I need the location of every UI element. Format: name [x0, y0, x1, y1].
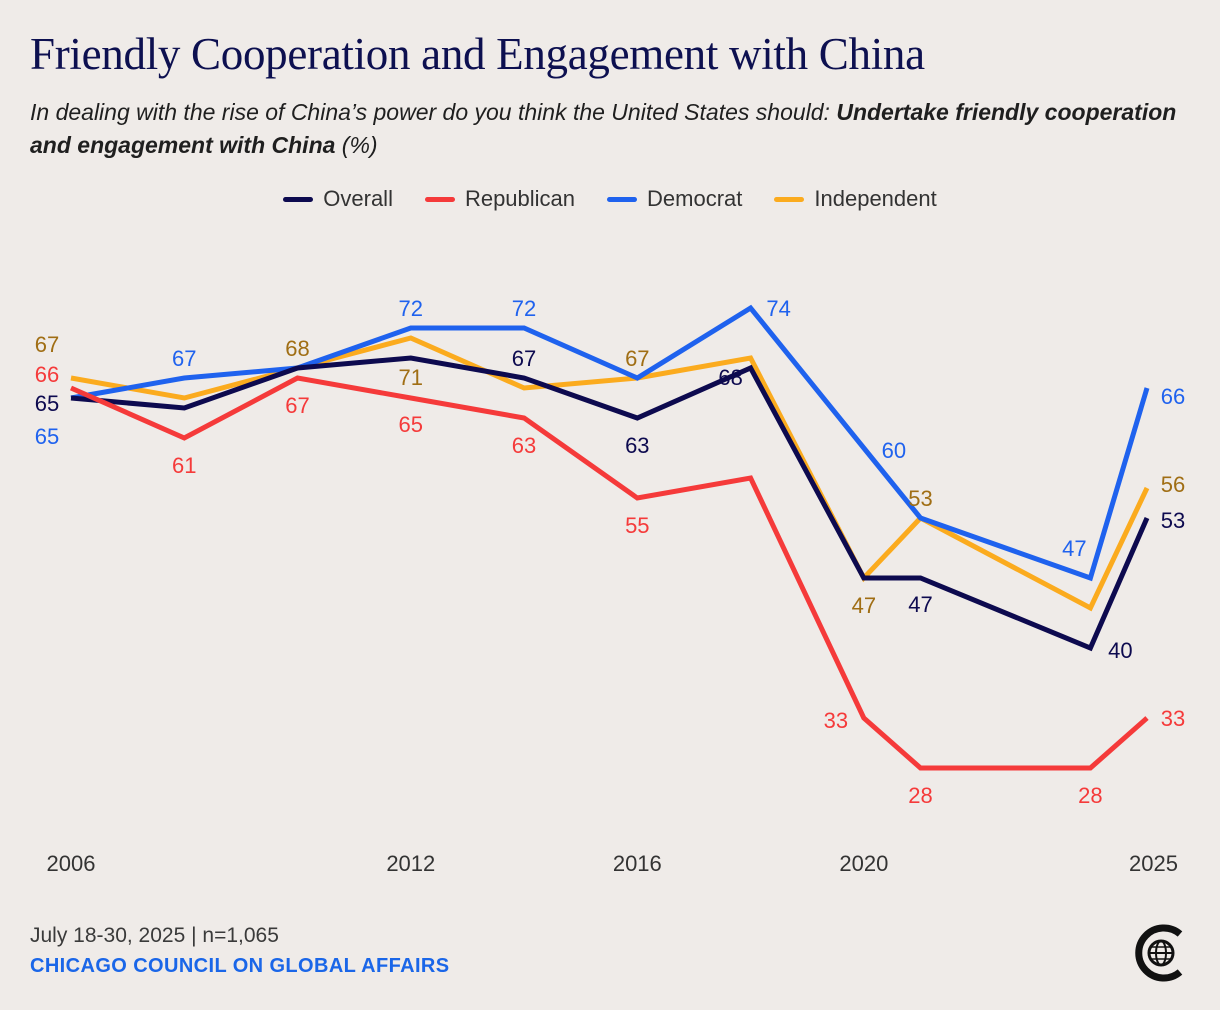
data-label-republican-2016: 55: [625, 513, 649, 538]
data-label-independent-2020: 47: [852, 593, 876, 618]
data-label-overall-2018: 68: [718, 365, 742, 390]
footer-organization: CHICAGO COUNCIL ON GLOBAL AFFAIRS: [30, 955, 450, 977]
legend-label-democrat: Democrat: [647, 186, 743, 211]
data-label-democrat-2024: 47: [1062, 536, 1086, 561]
x-tick-label-2020: 2020: [839, 851, 888, 876]
series-line-republican: [69, 375, 1149, 771]
legend-swatch-overall: [283, 196, 314, 202]
data-label-overall-2014: 67: [512, 346, 536, 371]
legend-label-independent: Independent: [814, 186, 937, 211]
chicago-council-globe-logo-icon: [1135, 924, 1183, 982]
data-label-republican-2014: 63: [512, 433, 536, 458]
legend-label-overall: Overall: [323, 186, 393, 211]
data-label-independent-2021: 53: [908, 486, 932, 511]
data-label-independent-2006: 67: [35, 332, 59, 357]
chart-subtitle: In dealing with the rise of China’s powe…: [30, 96, 1200, 162]
data-label-overall-2016: 63: [625, 433, 649, 458]
chart-title: Friendly Cooperation and Engagement with…: [30, 29, 925, 79]
x-tick-label-2012: 2012: [386, 851, 435, 876]
series-line-independent: [70, 335, 1150, 612]
data-label-democrat-2020: 60: [882, 438, 906, 463]
data-label-republican-2008: 61: [172, 453, 196, 478]
data-label-republican-2020: 33: [824, 708, 848, 733]
footer-date-note: July 18-30, 2025 | n=1,065: [30, 924, 279, 947]
data-label-democrat-2025: 66: [1161, 384, 1185, 409]
data-label-democrat-2008: 67: [172, 346, 196, 371]
chart-legend: Overall Republican Democrat Independent: [0, 186, 1220, 212]
x-tick-label-2025: 2025: [1129, 851, 1178, 876]
data-label-republican-2006: 66: [35, 362, 59, 387]
data-label-republican-2024: 28: [1078, 783, 1102, 808]
legend-swatch-republican: [424, 196, 455, 202]
data-label-overall-2006: 65: [35, 391, 59, 416]
data-label-overall-2021: 47: [908, 592, 932, 617]
legend-item-overall: Overall: [283, 186, 393, 212]
data-label-republican-2025: 33: [1161, 706, 1185, 731]
line-chart: 2006 2012 2016 2020 2025 65 67 63 68 47 40 53 66 61 67…: [35, 296, 1185, 876]
data-label-independent-2010: 68: [285, 336, 309, 361]
data-label-overall-2024: 40: [1108, 638, 1132, 663]
data-label-republican-2021: 28: [908, 783, 932, 808]
subtitle-prefix: In dealing with the rise of China’s powe…: [30, 99, 837, 125]
data-label-independent-2016: 67: [625, 346, 649, 371]
data-label-democrat-2006: 65: [35, 424, 59, 449]
subtitle-emphasis: Undertake friendly cooperation and engag…: [30, 99, 1177, 158]
data-label-independent-2025: 56: [1161, 472, 1185, 497]
data-label-republican-2010: 67: [285, 393, 309, 418]
legend-item-democrat: Democrat: [607, 186, 742, 212]
x-tick-label-2006: 2006: [47, 851, 96, 876]
series-line-democrat: [70, 304, 1150, 582]
data-label-republican-2012: 65: [399, 412, 423, 437]
legend-item-republican: Republican: [424, 186, 576, 212]
x-tick-label-2016: 2016: [613, 851, 662, 876]
data-label-democrat-2014: 72: [512, 296, 536, 321]
legend-label-republican: Republican: [464, 186, 576, 211]
subtitle-suffix: (%): [335, 132, 378, 158]
data-label-overall-2025: 53: [1161, 508, 1185, 533]
data-label-independent-2012: 71: [399, 365, 423, 390]
data-label-democrat-2012: 72: [399, 296, 423, 321]
legend-item-independent: Independent: [774, 186, 937, 212]
legend-swatch-democrat: [607, 196, 638, 202]
series-line-overall: [70, 355, 1150, 652]
data-label-democrat-2018: 74: [766, 296, 790, 321]
legend-swatch-independent: [774, 196, 805, 202]
